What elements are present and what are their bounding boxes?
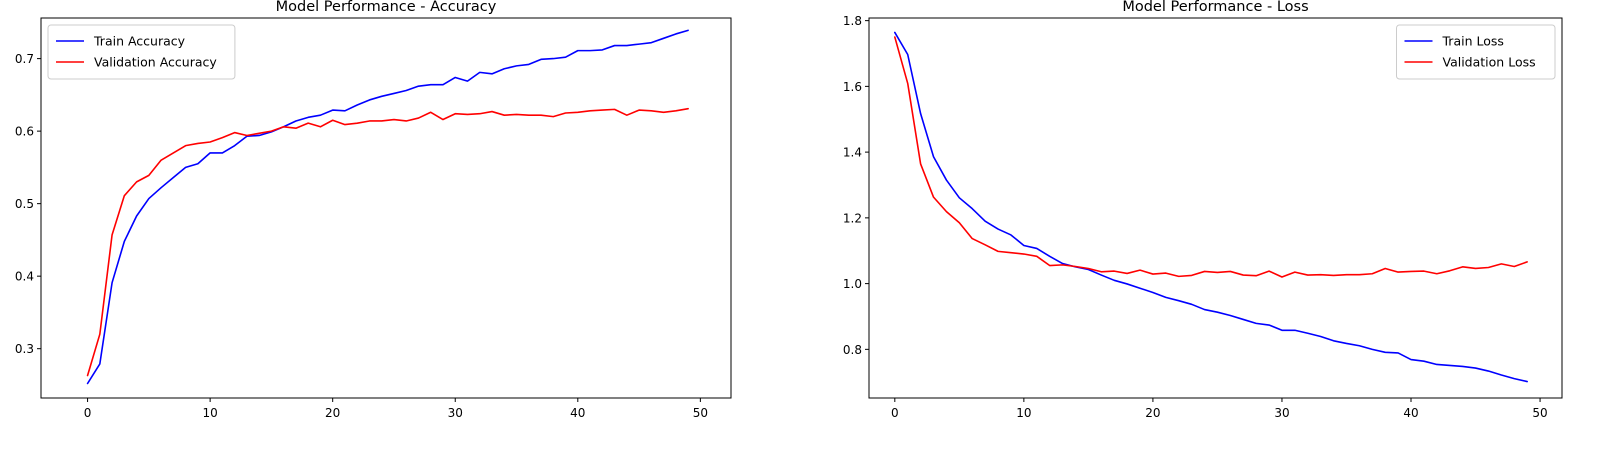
loss-x-tick-label: 50 — [1532, 406, 1547, 420]
loss-legend-label-train-loss: Train Loss — [1442, 34, 1504, 49]
loss-y-tick-label: 0.8 — [843, 343, 862, 357]
accuracy-x-tick-label: 50 — [693, 406, 708, 420]
loss-chart: Model Performance - Loss 0 10 20 30 40 50 0.8 1.… — [843, 0, 1563, 420]
loss-y-tick-label: 1.8 — [843, 14, 862, 28]
accuracy-y-tick-label: 0.3 — [15, 342, 34, 356]
loss-y-tick-label: 1.6 — [843, 80, 862, 94]
loss-y-tick-label: 1.2 — [843, 211, 862, 225]
accuracy-legend-label-train-accuracy: Train Accuracy — [93, 34, 186, 49]
loss-x-tick-label: 30 — [1274, 406, 1289, 420]
accuracy-legend-box — [47, 24, 236, 80]
loss-x-tick-label: 40 — [1403, 406, 1418, 420]
accuracy-y-tick-label: 0.5 — [15, 197, 34, 211]
loss-y-tick-label: 1.4 — [843, 146, 862, 160]
loss-legend-label-validation-loss: Validation Loss — [1443, 55, 1536, 70]
loss-legend-box — [1396, 24, 1556, 80]
accuracy-x-tick-label: 20 — [325, 406, 340, 420]
accuracy-series-validation-accuracy-line — [86, 107, 689, 377]
accuracy-legend-label-validation-accuracy: Validation Accuracy — [94, 55, 217, 70]
accuracy-x-tick-label: 10 — [202, 406, 217, 420]
accuracy-plot-frame — [40, 17, 732, 399]
loss-x-tick-label: 0 — [891, 406, 899, 420]
loss-legend: Train Loss Validation Loss — [1396, 24, 1556, 80]
accuracy-x-tick-label: 40 — [570, 406, 585, 420]
accuracy-x-tick-label: 30 — [448, 406, 463, 420]
accuracy-chart-title: Model Performance - Accuracy — [276, 0, 497, 15]
loss-x-tick-label: 20 — [1145, 406, 1160, 420]
loss-y-tick-label: 1.0 — [843, 277, 862, 291]
accuracy-y-tick-label: 0.6 — [15, 125, 34, 139]
accuracy-y-tick-label: 0.4 — [15, 270, 34, 284]
loss-x-tick-label: 10 — [1016, 406, 1031, 420]
accuracy-y-tick-label: 0.7 — [15, 52, 34, 66]
accuracy-x-tick-label: 0 — [84, 406, 92, 420]
loss-plot-frame — [868, 17, 1563, 399]
accuracy-chart: Model Performance - Accuracy 0 10 20 30 40 50 0… — [15, 0, 732, 420]
loss-series-train-loss-line — [894, 31, 1528, 383]
loss-chart-title: Model Performance - Loss — [1122, 0, 1308, 15]
accuracy-series-train-accuracy-line — [86, 29, 689, 385]
accuracy-legend: Train Accuracy Validation Accuracy — [47, 24, 236, 80]
loss-series-validation-loss-line — [894, 36, 1528, 278]
